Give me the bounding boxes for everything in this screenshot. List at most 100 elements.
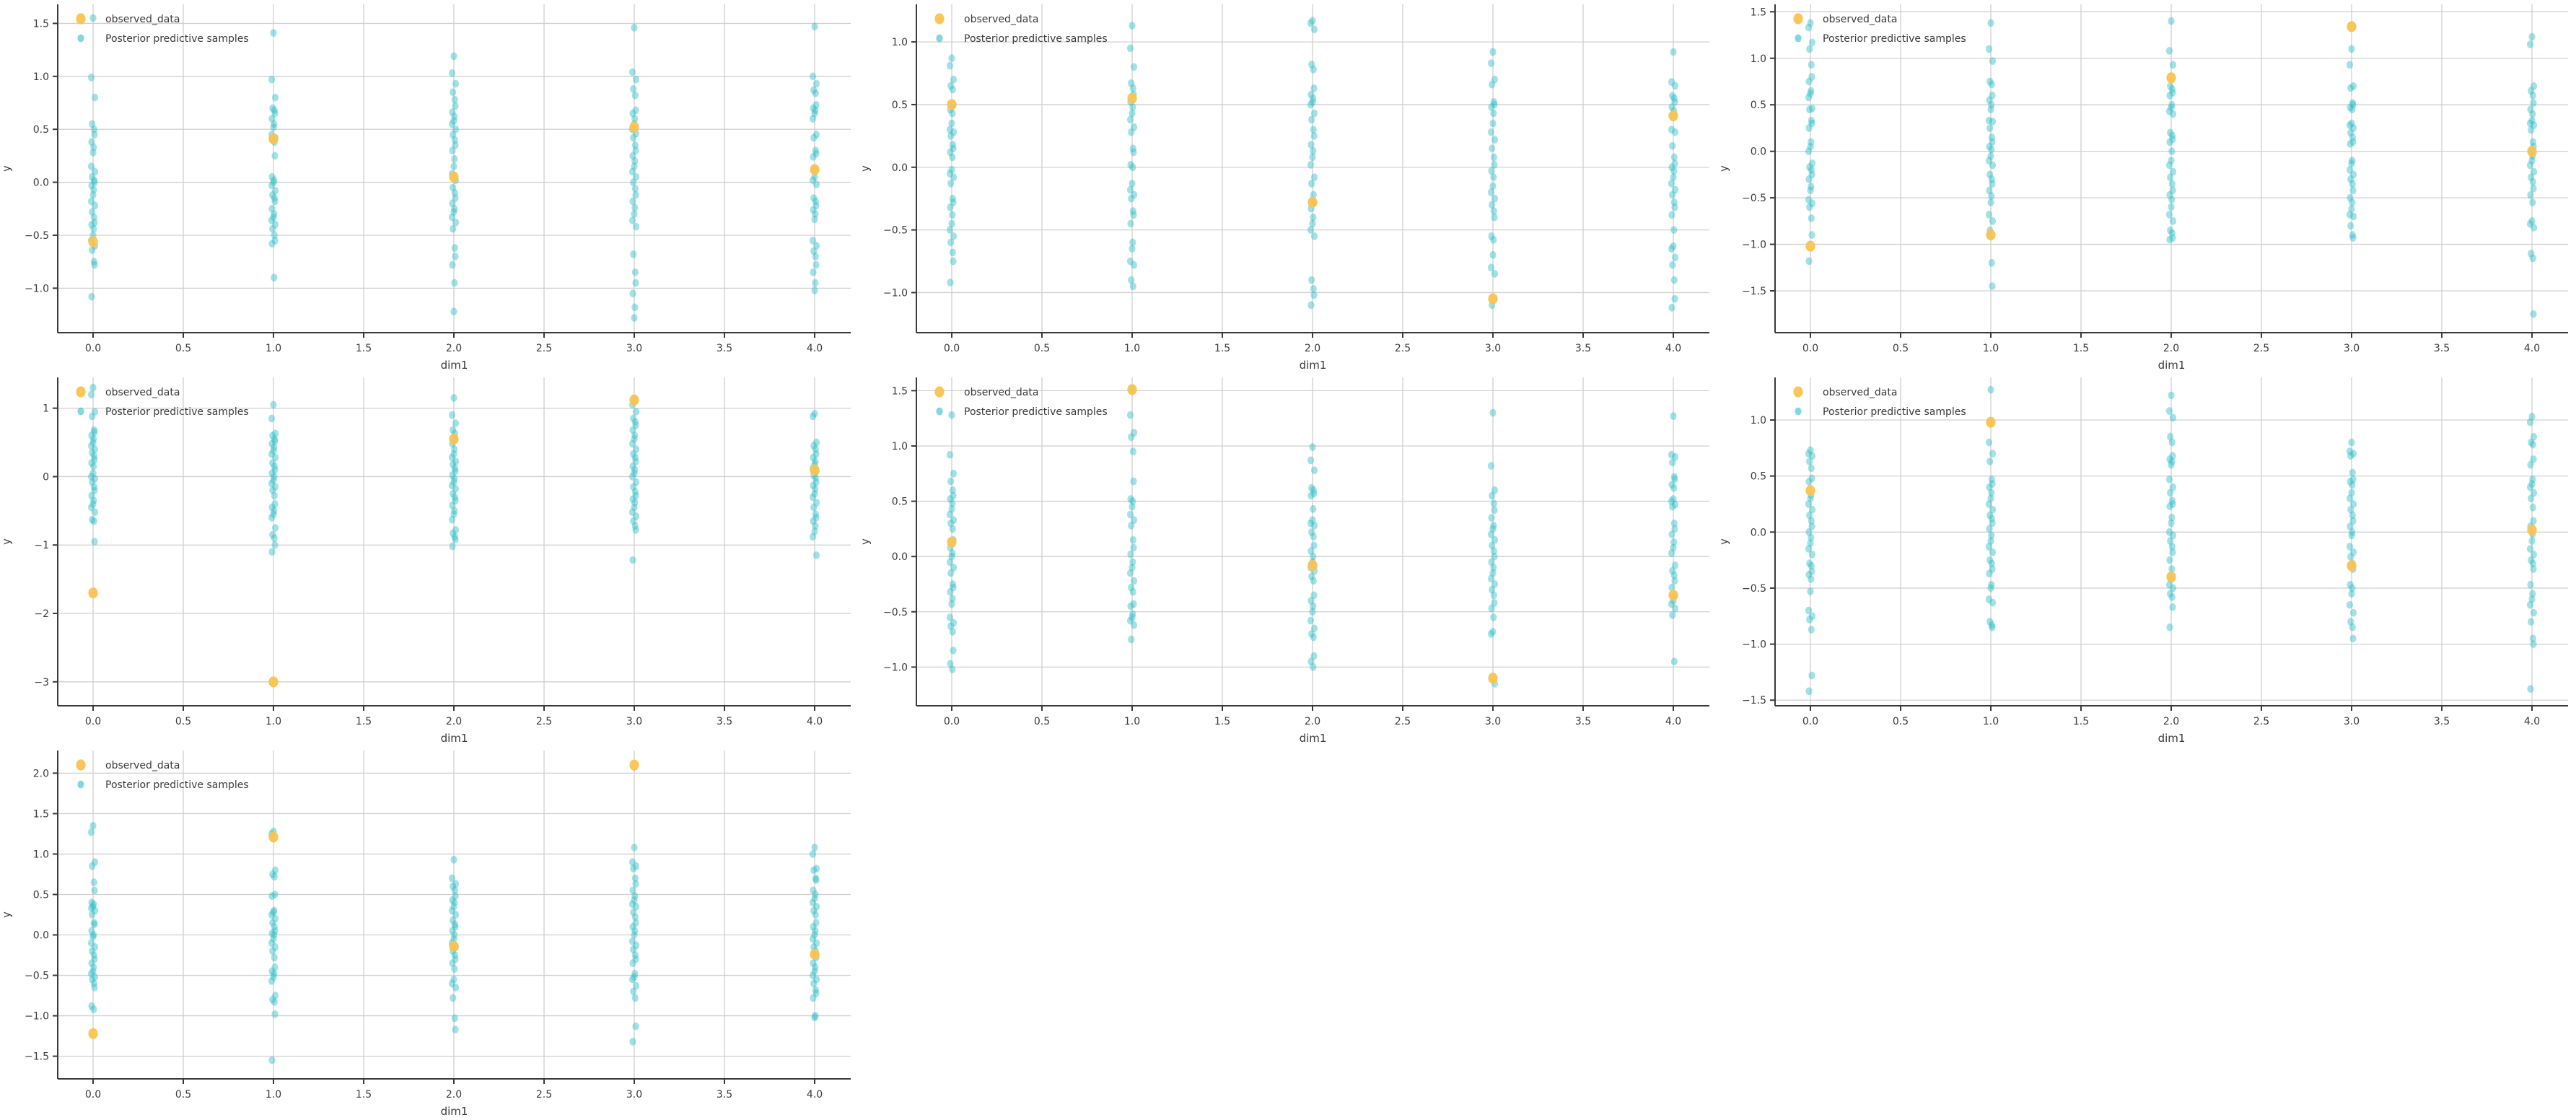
x-tick-label: 0.5	[175, 716, 191, 727]
subplot-3-canvas: 0.0 0.5 1.0 1.5 2.0 2.5 3.0 3.5 4.0 1.5 1.0 0.5 0.0 −…	[1717, 4, 2568, 372]
y-tick-label: 0.5	[1751, 100, 1766, 111]
y-tick-label: 0.0	[1751, 527, 1766, 538]
legend-samples-label: Posterior predictive samples	[105, 779, 249, 791]
y-tick-label: −1	[34, 540, 49, 551]
x-tick-label: 4.0	[2524, 716, 2540, 727]
x-tick-label: 2.5	[1395, 716, 1411, 727]
x-tick-label: 3.5	[2434, 716, 2450, 727]
x-tick-label: 3.5	[1575, 343, 1591, 354]
empty-cell-1	[859, 746, 1717, 1120]
subplot-2: 0.0 0.5 1.0 1.5 2.0 2.5 3.0 3.5 4.0 1.0 0.5 0.0 −0.5…	[859, 0, 1717, 373]
x-tick-label: 2.0	[2163, 343, 2179, 354]
legend: observed_data Posterior predictive sample…	[76, 759, 249, 791]
y-tick-label: 0.0	[892, 162, 908, 174]
gridlines	[1775, 4, 2568, 333]
x-tick-label: 2.5	[536, 716, 552, 727]
legend: observed_data Posterior predictive sample…	[934, 386, 1108, 418]
x-tick-label: 3.0	[626, 1089, 642, 1101]
x-tick-label: 2.5	[536, 343, 552, 354]
y-tick-label: 0	[43, 471, 49, 483]
x-tick-label: 4.0	[807, 716, 823, 727]
x-axis-label: dim1	[441, 732, 468, 745]
x-tick-label: 3.5	[717, 1089, 732, 1101]
x-tick-label: 3.5	[717, 716, 732, 727]
y-tick-label: 1.0	[33, 71, 49, 83]
tick-labels: 0.0 0.5 1.0 1.5 2.0 2.5 3.0 3.5 4.0 1.0 0.5 0.0 −0.5…	[883, 37, 1681, 354]
y-tick-label: −1.0	[883, 662, 908, 673]
x-tick-label: 0.5	[1034, 343, 1050, 354]
x-tick-label: 2.5	[536, 1089, 552, 1101]
x-tick-label: 3.5	[2434, 343, 2450, 354]
observed-data-points	[88, 121, 820, 248]
x-tick-label: 1.5	[356, 1089, 372, 1101]
x-tick-label: 1.5	[1214, 343, 1230, 354]
x-tick-label: 2.5	[2253, 716, 2269, 727]
legend-observed-marker	[934, 13, 945, 25]
subplot-7: 0.0 0.5 1.0 1.5 2.0 2.5 3.0 3.5 4.0 2.0 1.5 1.0 0.5 0…	[0, 746, 859, 1120]
y-tick-label: −0.5	[25, 230, 49, 242]
y-tick-label: 0.5	[33, 889, 49, 901]
y-tick-label: 1.5	[892, 385, 908, 397]
y-tick-label: −0.5	[883, 225, 908, 237]
y-axis-label: y	[0, 538, 13, 545]
legend-samples-marker	[936, 407, 943, 416]
legend-observed-label: observed_data	[105, 14, 180, 25]
x-tick-label: 2.0	[446, 1089, 462, 1101]
subplot-4-canvas: 0.0 0.5 1.0 1.5 2.0 2.5 3.0 3.5 4.0 1 0 −1 −2 −3 dim1 y…	[0, 377, 851, 745]
legend-samples-marker	[77, 780, 84, 789]
subplot-5: 0.0 0.5 1.0 1.5 2.0 2.5 3.0 3.5 4.0 1.5 1.0 0.5 0.0 −…	[859, 373, 1717, 746]
y-tick-label: 1.5	[33, 18, 49, 30]
posterior-predictive-samples	[946, 384, 1679, 688]
x-tick-label: 1.0	[266, 1089, 281, 1101]
legend-observed-marker	[934, 386, 945, 398]
x-tick-label: 3.0	[1485, 343, 1501, 354]
y-tick-label: −1.0	[883, 287, 908, 299]
y-tick-label: −1.5	[25, 1051, 49, 1063]
x-tick-label: 1.5	[356, 716, 372, 727]
observed-data-points	[1805, 416, 2537, 583]
legend-samples-marker	[936, 34, 943, 43]
x-tick-label: 4.0	[807, 1089, 823, 1101]
legend-observed-marker	[1793, 13, 1803, 25]
y-tick-label: 1.0	[1751, 53, 1766, 65]
legend-samples-label: Posterior predictive samples	[105, 33, 249, 45]
legend-observed-marker	[76, 759, 86, 771]
x-tick-label: 3.0	[626, 343, 642, 354]
x-tick-label: 1.0	[266, 716, 281, 727]
x-tick-label: 3.5	[1575, 716, 1591, 727]
y-tick-label: 1.5	[33, 808, 49, 820]
y-axis-label: y	[0, 911, 13, 918]
x-tick-label: 2.0	[2163, 716, 2179, 727]
y-tick-label: 1.0	[33, 849, 49, 860]
gridlines	[916, 4, 1709, 333]
legend-samples-label: Posterior predictive samples	[1823, 33, 1966, 45]
y-tick-label: −2	[34, 608, 49, 620]
x-tick-label: 1.5	[356, 343, 372, 354]
x-tick-label: 0.5	[175, 1089, 191, 1101]
tick-labels: 0.0 0.5 1.0 1.5 2.0 2.5 3.0 3.5 4.0 1 0 −1 −2 −3	[34, 403, 823, 727]
legend-observed-label: observed_data	[964, 387, 1038, 398]
observed-data-points	[1805, 21, 2537, 252]
y-tick-label: −0.5	[883, 607, 908, 618]
tick-labels: 0.0 0.5 1.0 1.5 2.0 2.5 3.0 3.5 4.0 1.0 0.5 0.0 −0.5…	[1742, 415, 2540, 727]
legend-samples-marker	[77, 407, 84, 416]
y-tick-label: 0.0	[33, 178, 49, 189]
y-axis-label: y	[1717, 165, 1730, 172]
x-tick-label: 1.0	[1983, 716, 1999, 727]
tick-labels: 0.0 0.5 1.0 1.5 2.0 2.5 3.0 3.5 4.0 2.0 1.5 1.0 0.5 0…	[25, 768, 823, 1101]
legend-samples-label: Posterior predictive samples	[105, 406, 249, 418]
legend-observed-marker	[1793, 386, 1803, 398]
legend-samples-marker	[1795, 34, 1802, 43]
y-tick-label: 1.0	[892, 441, 908, 452]
y-tick-label: 0.5	[892, 496, 908, 508]
legend: observed_data Posterior predictive sample…	[76, 386, 249, 418]
observed-data-points	[947, 384, 1678, 684]
y-tick-label: 0.5	[33, 124, 49, 136]
posterior-predictive-samples	[946, 17, 1679, 312]
x-axis-label: dim1	[1300, 732, 1327, 745]
x-tick-label: 1.5	[2073, 716, 2089, 727]
legend: observed_data Posterior predictive sample…	[1793, 13, 1966, 45]
observed-data-points	[88, 759, 820, 1039]
tick-labels: 0.0 0.5 1.0 1.5 2.0 2.5 3.0 3.5 4.0 1.5 1.0 0.5 0.0 −…	[883, 385, 1681, 727]
